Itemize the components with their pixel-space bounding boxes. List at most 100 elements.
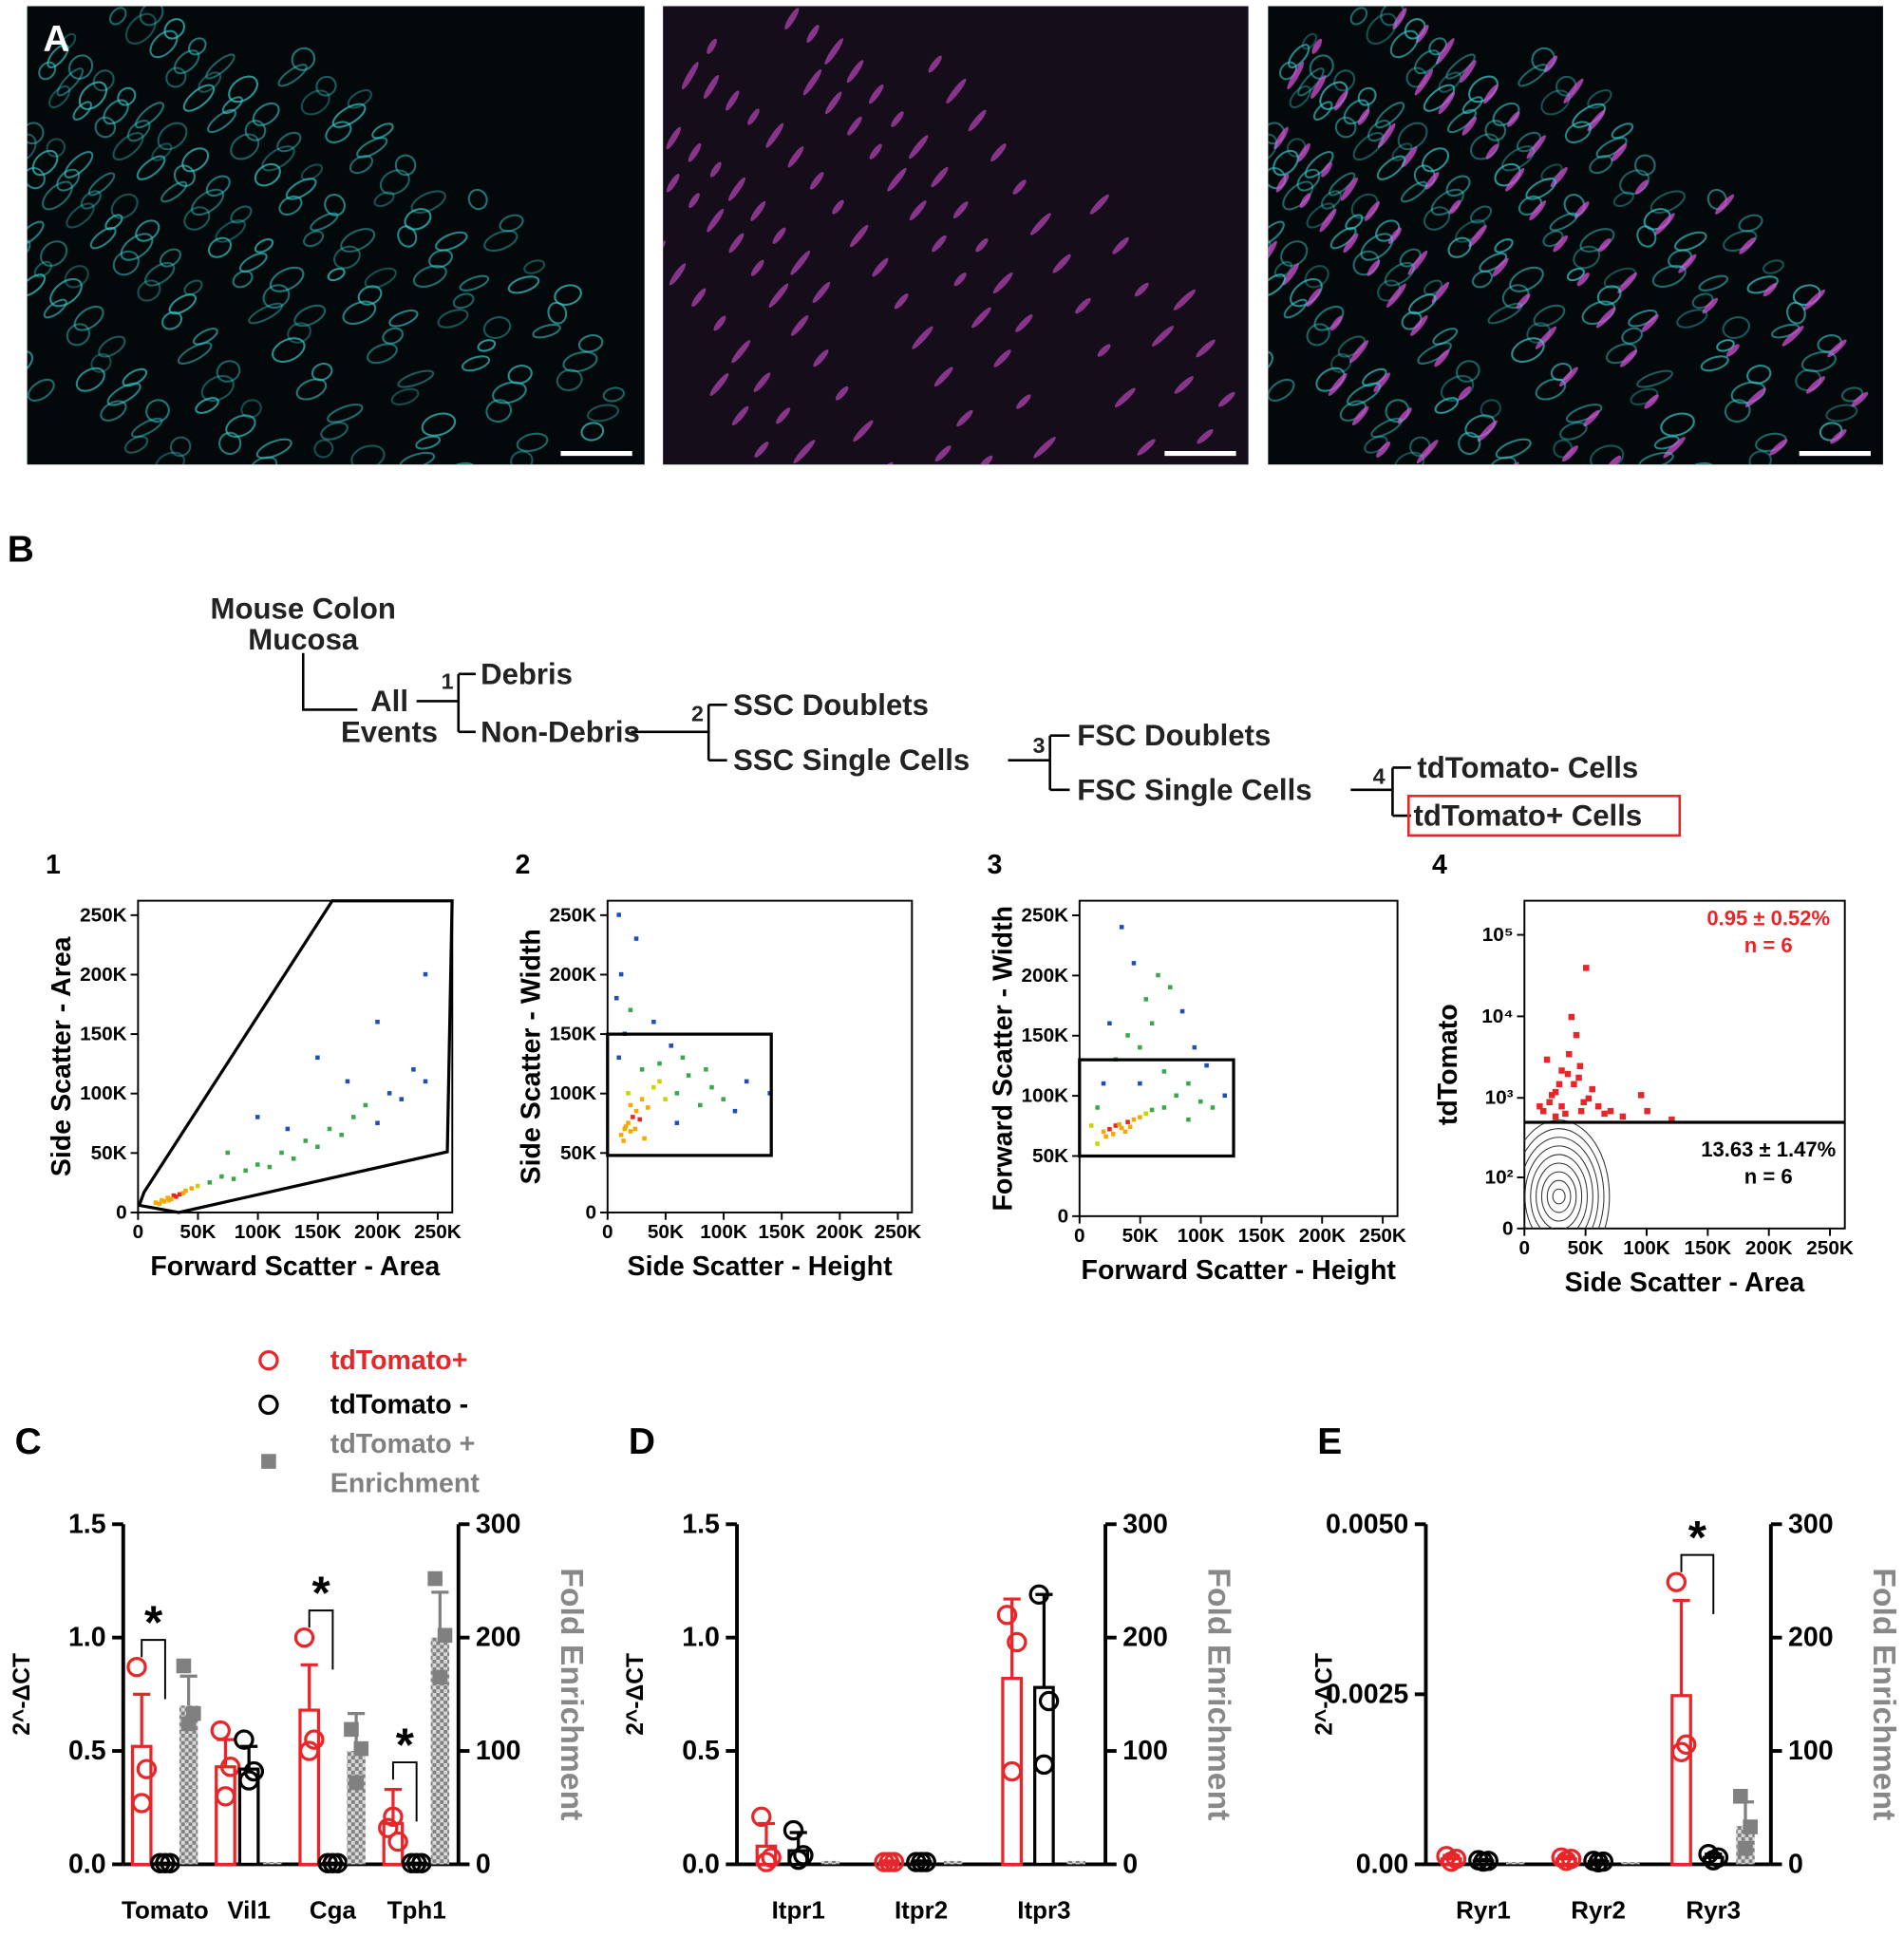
event bbox=[153, 1200, 159, 1205]
event bbox=[1577, 1107, 1585, 1115]
y-axis-label: Side Scatter - Area bbox=[47, 935, 77, 1176]
cell bbox=[1299, 193, 1311, 209]
crypt bbox=[295, 378, 328, 401]
event bbox=[1110, 1132, 1116, 1137]
cell bbox=[1686, 485, 1709, 507]
crypt bbox=[1494, 238, 1514, 254]
crypt bbox=[1268, 378, 1295, 402]
event bbox=[1585, 1095, 1593, 1102]
bar bbox=[820, 1860, 840, 1865]
event bbox=[303, 1138, 309, 1143]
gating-node: FSC Doublets bbox=[1077, 719, 1271, 752]
crypt bbox=[1455, 360, 1480, 383]
crypt bbox=[507, 275, 540, 294]
panel-label: B bbox=[8, 529, 34, 570]
crypt bbox=[1691, 292, 1714, 310]
crypt bbox=[1612, 191, 1634, 208]
event bbox=[632, 1126, 638, 1132]
cell bbox=[709, 161, 722, 178]
crypt bbox=[254, 162, 281, 187]
gate bbox=[606, 1032, 773, 1157]
point bbox=[136, 1758, 158, 1779]
cell bbox=[1654, 213, 1675, 235]
crypt bbox=[311, 362, 333, 382]
crypt bbox=[1684, 461, 1717, 465]
points bbox=[1088, 925, 1228, 1146]
significance-star: * bbox=[144, 1596, 163, 1648]
cell bbox=[872, 257, 889, 277]
cell bbox=[1386, 283, 1406, 308]
event bbox=[1583, 965, 1590, 971]
crypt bbox=[462, 355, 491, 372]
point bbox=[322, 1852, 344, 1873]
crypt bbox=[1423, 206, 1451, 231]
crypt bbox=[437, 309, 469, 329]
cell bbox=[681, 62, 699, 90]
event bbox=[363, 1102, 368, 1108]
y-tick-label: 150K bbox=[550, 1024, 597, 1045]
crypt bbox=[87, 172, 116, 197]
crypt bbox=[399, 451, 436, 465]
point bbox=[304, 1729, 325, 1750]
crypt bbox=[100, 400, 127, 422]
x-axis-label: Forward Scatter - Height bbox=[1082, 1255, 1397, 1286]
event bbox=[1192, 1044, 1197, 1050]
crypt bbox=[1360, 233, 1394, 261]
legend-entry: tdTomato - bbox=[330, 1389, 468, 1420]
crypt bbox=[1289, 85, 1311, 109]
crypt bbox=[303, 230, 325, 248]
crypt bbox=[342, 300, 377, 326]
crypt bbox=[244, 120, 267, 141]
crypt bbox=[1397, 122, 1428, 151]
cell bbox=[1100, 592, 1118, 608]
crypt bbox=[1366, 12, 1398, 45]
crypt bbox=[0, 248, 28, 281]
point bbox=[996, 1605, 1018, 1626]
cell bbox=[731, 340, 751, 364]
crypt bbox=[1733, 569, 1759, 585]
crypt bbox=[379, 169, 410, 196]
crypt bbox=[1595, 137, 1628, 159]
crypt bbox=[255, 438, 292, 460]
panel-label: D bbox=[629, 1421, 655, 1462]
event bbox=[174, 1194, 179, 1199]
density-contour bbox=[1530, 1154, 1588, 1229]
crypt bbox=[291, 47, 316, 71]
cell bbox=[992, 272, 1013, 294]
cell bbox=[993, 349, 1011, 367]
tissue-glow bbox=[663, 6, 1249, 465]
gating-node: Mouse Colon bbox=[211, 592, 396, 626]
crypt bbox=[1423, 471, 1462, 499]
crypt bbox=[1615, 576, 1648, 603]
bar bbox=[347, 1751, 366, 1865]
cell bbox=[1349, 340, 1369, 364]
significance-bracket bbox=[141, 1639, 166, 1700]
cell bbox=[1054, 485, 1078, 507]
x-axis-label: Forward Scatter - Area bbox=[150, 1251, 441, 1282]
error-bar bbox=[880, 1859, 898, 1863]
event bbox=[1143, 997, 1149, 1002]
cell bbox=[790, 250, 811, 275]
plot-title: 2 bbox=[515, 850, 530, 880]
cell bbox=[1334, 90, 1348, 111]
bar bbox=[382, 1821, 405, 1867]
cell bbox=[1587, 109, 1606, 132]
crypt bbox=[1272, 149, 1299, 177]
crypt bbox=[325, 121, 352, 143]
event bbox=[1179, 1008, 1185, 1014]
crypt bbox=[183, 206, 211, 231]
crypt bbox=[1352, 132, 1385, 161]
bar bbox=[1001, 1677, 1024, 1867]
event bbox=[1119, 925, 1124, 930]
event bbox=[183, 1188, 188, 1194]
cell bbox=[1077, 537, 1098, 556]
cell bbox=[1097, 344, 1111, 357]
crypt bbox=[1646, 612, 1683, 634]
y-tick-label: 0.0 bbox=[682, 1849, 720, 1879]
crypt bbox=[1521, 562, 1555, 583]
point bbox=[437, 1627, 453, 1644]
crypt bbox=[27, 166, 46, 190]
cell bbox=[1492, 257, 1509, 277]
y-axis-label: 2^-ΔCT bbox=[9, 1653, 35, 1736]
event bbox=[1546, 1099, 1553, 1106]
